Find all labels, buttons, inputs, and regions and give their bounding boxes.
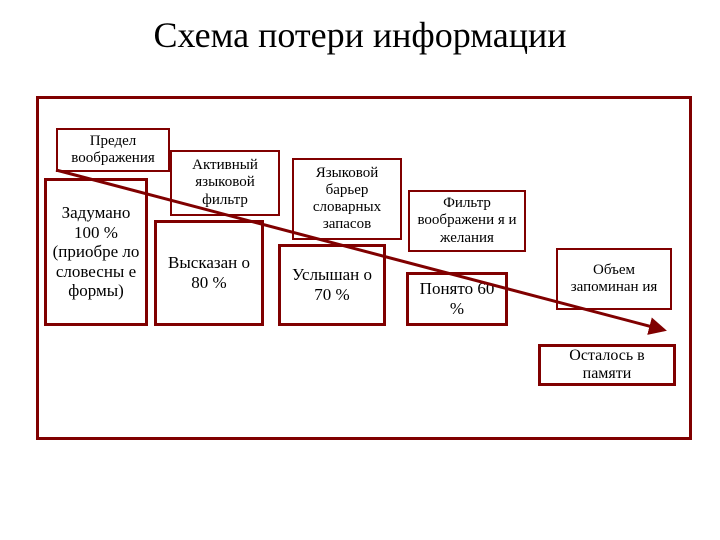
label-imagination-filter: Фильтр воображени я и желания [408,190,526,252]
step-box-conceived-100: Задумано 100 % (приобре ло словесны е фо… [44,178,148,326]
step-box-understood-60: Понято 60 % [406,272,508,326]
label-text: Фильтр воображени я и желания [414,195,520,247]
label-text: Активный языковой фильтр [176,157,274,209]
step-text: Услышан о 70 % [285,265,379,304]
step-text: Задумано 100 % (приобре ло словесны е фо… [51,203,141,301]
label-imagination-limit: Предел воображения [56,128,170,172]
label-text: Объем запоминан ия [562,262,666,297]
step-box-heard-70: Услышан о 70 % [278,244,386,326]
step-box-spoken-80: Высказан о 80 % [154,220,264,326]
step-text: Осталось в памяти [545,347,669,384]
step-text: Понято 60 % [413,279,501,318]
label-language-barrier: Языковой барьер словарных запасов [292,158,402,240]
label-text: Языковой барьер словарных запасов [298,165,396,234]
label-text: Предел воображения [62,133,164,168]
step-box-remained-memory: Осталось в памяти [538,344,676,386]
step-text: Высказан о 80 % [161,253,257,292]
page-title: Схема потери информации [0,14,720,56]
label-active-lang-filter: Активный языковой фильтр [170,150,280,216]
label-memory-volume: Объем запоминан ия [556,248,672,310]
